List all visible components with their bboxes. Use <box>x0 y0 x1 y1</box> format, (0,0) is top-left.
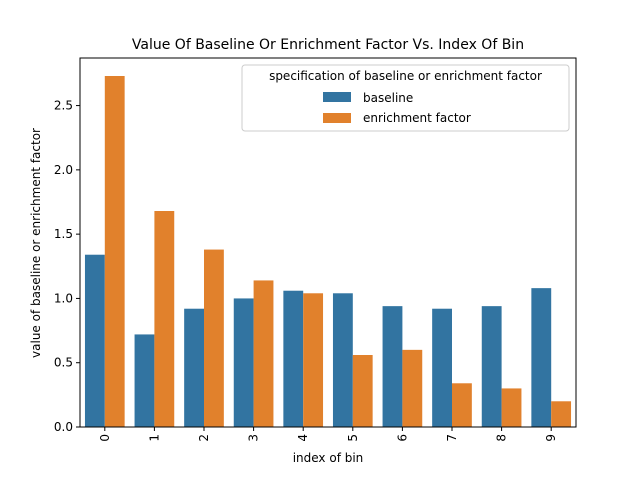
legend-label-enrichment-factor: enrichment factor <box>363 111 471 125</box>
bar-baseline-3 <box>233 298 254 427</box>
bar-baseline-6 <box>382 306 403 427</box>
x-tick-label: 0 <box>98 434 112 442</box>
x-tick-label: 3 <box>247 434 261 442</box>
x-tick-label: 2 <box>197 434 211 442</box>
y-tick-label: 0.5 <box>54 356 73 370</box>
x-tick-label: 8 <box>495 434 509 442</box>
legend-swatch-enrichment-factor <box>323 113 351 123</box>
legend-label-baseline: baseline <box>363 91 413 105</box>
y-tick-label: 1.0 <box>54 291 73 305</box>
bar-enrichment-factor-5 <box>352 355 373 427</box>
bar-baseline-8 <box>481 306 502 427</box>
bar-baseline-2 <box>184 308 204 427</box>
bar-enrichment-factor-6 <box>402 349 423 427</box>
bar-enrichment-factor-4 <box>303 293 324 427</box>
y-tick-label: 2.5 <box>54 99 73 113</box>
x-tick-label: 5 <box>346 434 360 442</box>
bars <box>84 76 572 427</box>
bar-baseline-0 <box>84 254 105 427</box>
x-tick-label: 1 <box>147 434 161 442</box>
bar-baseline-7 <box>432 308 452 427</box>
x-tick-label: 6 <box>395 434 409 442</box>
y-axis-label: value of baseline or enrichment factor <box>29 128 43 358</box>
bar-enrichment-factor-9 <box>551 401 572 427</box>
bar-enrichment-factor-1 <box>154 211 175 427</box>
y-axis: 0.0 0.5 1.0 1.5 2.0 2.5 <box>54 99 80 434</box>
bar-baseline-5 <box>332 293 353 427</box>
y-tick-label: 1.5 <box>54 227 73 241</box>
plot-area: 0.0 0.5 1.0 1.5 2.0 2.5 0 1 2 3 4 5 6 7 8 9 <box>54 57 577 442</box>
legend-title: specification of baseline or enrichment … <box>269 69 542 83</box>
bar-enrichment-factor-8 <box>501 388 522 427</box>
x-axis-label: index of bin <box>293 451 364 465</box>
bar-enrichment-factor-2 <box>204 249 224 427</box>
y-tick-label: 0.0 <box>54 420 73 434</box>
x-tick-label: 9 <box>544 434 558 442</box>
x-axis: 0 1 2 3 4 5 6 7 8 9 <box>98 427 558 442</box>
x-tick-label: 7 <box>445 434 459 442</box>
bar-enrichment-factor-0 <box>104 76 125 427</box>
y-tick-label: 2.0 <box>54 163 73 177</box>
chart-title: Value Of Baseline Or Enrichment Factor V… <box>132 37 524 53</box>
x-tick-label: 4 <box>296 434 310 442</box>
bar-baseline-4 <box>283 290 304 427</box>
bar-enrichment-factor-3 <box>253 280 274 427</box>
bar-enrichment-factor-7 <box>452 383 472 427</box>
bar-baseline-1 <box>134 334 155 427</box>
legend-swatch-baseline <box>323 92 351 102</box>
bar-baseline-9 <box>531 288 552 427</box>
legend: specification of baseline or enrichment … <box>241 64 570 132</box>
plot-frame <box>79 57 577 428</box>
